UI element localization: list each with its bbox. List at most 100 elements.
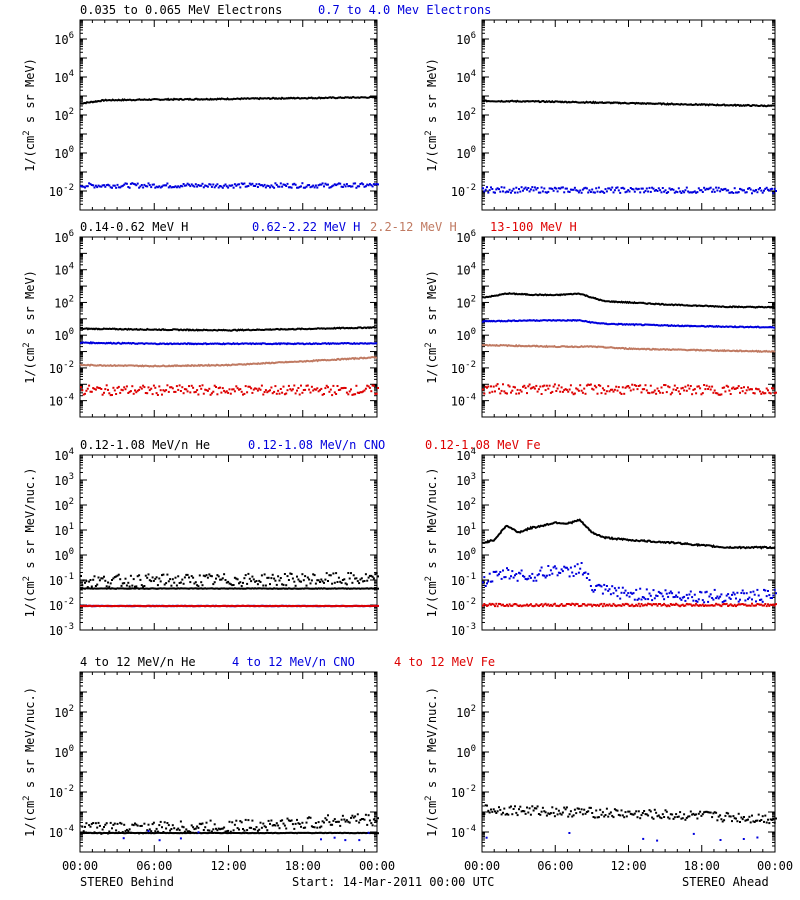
data-point bbox=[500, 389, 503, 392]
data-point bbox=[215, 184, 217, 187]
data-point bbox=[166, 605, 169, 608]
data-point bbox=[271, 392, 274, 395]
data-point bbox=[743, 603, 745, 606]
data-point bbox=[181, 832, 184, 835]
data-point bbox=[163, 821, 166, 824]
data-point bbox=[143, 822, 146, 825]
data-point bbox=[121, 389, 124, 392]
data-point bbox=[198, 184, 201, 187]
data-point bbox=[273, 587, 276, 590]
data-point bbox=[703, 811, 706, 814]
data-point bbox=[490, 385, 492, 388]
data-point bbox=[270, 605, 273, 608]
data-point bbox=[367, 576, 370, 579]
data-point bbox=[756, 388, 759, 391]
data-point bbox=[613, 604, 616, 607]
data-point bbox=[705, 384, 708, 387]
data-point bbox=[744, 599, 747, 602]
data-point bbox=[212, 832, 215, 834]
data-point bbox=[316, 832, 319, 834]
data-point bbox=[179, 390, 182, 392]
data-point bbox=[260, 384, 263, 387]
data-point bbox=[531, 604, 534, 607]
data-point bbox=[262, 185, 265, 188]
data-point bbox=[129, 605, 132, 608]
data-point bbox=[611, 814, 614, 817]
data-point bbox=[321, 820, 324, 823]
data-point bbox=[552, 603, 555, 606]
data-point bbox=[161, 832, 163, 834]
data-point bbox=[725, 811, 728, 814]
data-point bbox=[615, 589, 618, 592]
data-point bbox=[312, 389, 315, 392]
data-point bbox=[262, 605, 265, 607]
y-tick-label: 10-4 bbox=[451, 393, 476, 409]
data-point bbox=[358, 392, 361, 394]
data-point bbox=[625, 385, 628, 388]
data-point bbox=[640, 598, 643, 601]
data-point bbox=[309, 816, 312, 819]
data-point bbox=[696, 600, 699, 603]
data-point bbox=[581, 603, 584, 606]
y-tick-label: 106 bbox=[54, 31, 74, 47]
data-point bbox=[266, 587, 269, 590]
data-point bbox=[286, 817, 289, 820]
data-point bbox=[628, 386, 631, 389]
data-point bbox=[557, 809, 560, 812]
data-point bbox=[151, 823, 154, 826]
data-point bbox=[332, 605, 335, 607]
data-point bbox=[341, 604, 344, 607]
data-point bbox=[624, 191, 627, 194]
data-point bbox=[695, 813, 698, 816]
data-point bbox=[644, 598, 647, 601]
data-point bbox=[254, 387, 257, 390]
data-point bbox=[518, 188, 520, 190]
data-point bbox=[737, 603, 740, 606]
data-point bbox=[623, 392, 626, 395]
data-point bbox=[672, 817, 675, 820]
data-point bbox=[205, 184, 208, 187]
data-point bbox=[344, 582, 347, 585]
data-point bbox=[652, 391, 655, 394]
data-point bbox=[190, 587, 193, 590]
data-point bbox=[216, 574, 219, 577]
data-point bbox=[297, 186, 300, 189]
data-point bbox=[278, 832, 281, 835]
data-point bbox=[494, 571, 496, 573]
data-point bbox=[632, 605, 635, 608]
data-point bbox=[756, 836, 759, 839]
data-point bbox=[741, 589, 744, 592]
data-point bbox=[215, 587, 217, 590]
data-point bbox=[760, 189, 763, 192]
data-point bbox=[350, 605, 352, 608]
data-point bbox=[757, 594, 760, 597]
data-point bbox=[319, 389, 321, 392]
x-tick-label: 18:00 bbox=[285, 859, 321, 873]
data-point bbox=[337, 576, 340, 579]
data-point bbox=[264, 587, 267, 590]
data-point bbox=[747, 818, 749, 821]
data-point bbox=[564, 388, 567, 391]
data-point bbox=[278, 827, 281, 830]
data-point bbox=[591, 605, 594, 608]
data-point bbox=[712, 188, 715, 191]
data-point bbox=[81, 587, 84, 590]
data-point bbox=[661, 595, 664, 598]
data-point bbox=[293, 587, 296, 590]
data-point bbox=[607, 187, 610, 190]
y-tick-label: 102 bbox=[54, 107, 74, 123]
data-point bbox=[619, 391, 622, 394]
data-point bbox=[728, 191, 731, 194]
data-point bbox=[314, 582, 317, 585]
data-point bbox=[677, 604, 680, 607]
data-point bbox=[247, 572, 250, 575]
data-point bbox=[314, 831, 317, 834]
data-point bbox=[508, 577, 511, 580]
data-point bbox=[285, 392, 288, 395]
data-point bbox=[715, 392, 718, 395]
data-point bbox=[359, 578, 362, 581]
data-point bbox=[668, 187, 671, 190]
data-point bbox=[763, 392, 765, 395]
data-point bbox=[156, 394, 159, 396]
data-point bbox=[212, 183, 215, 186]
